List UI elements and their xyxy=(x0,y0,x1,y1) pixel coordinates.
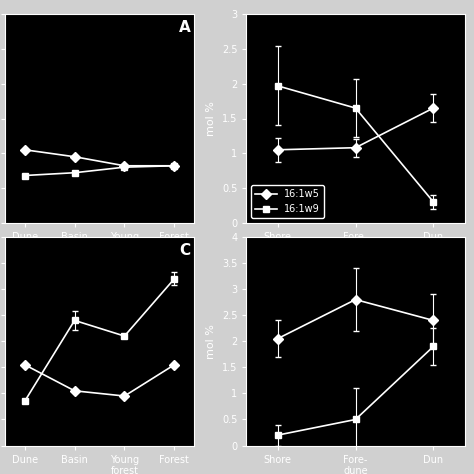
Y-axis label: mol %: mol % xyxy=(206,101,217,136)
Text: A: A xyxy=(179,20,191,36)
Legend: 16:1w5, 16:1w9: 16:1w5, 16:1w9 xyxy=(251,185,324,218)
Y-axis label: mol %: mol % xyxy=(206,324,217,359)
Text: C: C xyxy=(179,243,190,258)
